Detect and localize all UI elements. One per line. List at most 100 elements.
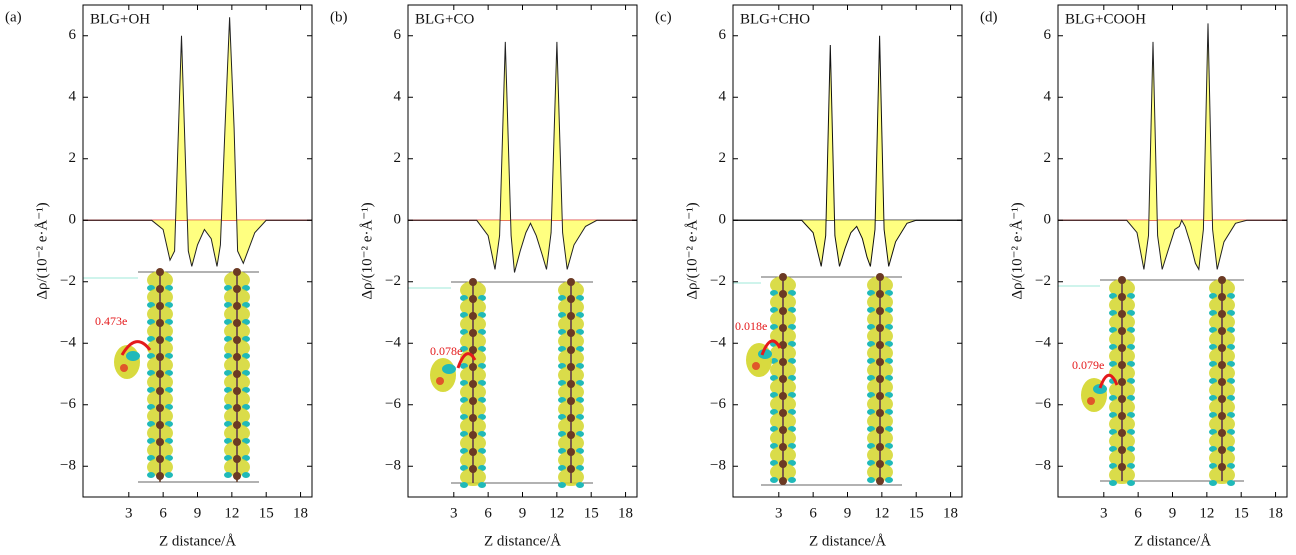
panel-label: (d) [980,9,998,25]
y-tick-label: −4 [385,335,401,351]
y-tick-label: 0 [394,212,402,228]
atom [233,455,241,463]
molecule-atom [1087,397,1095,405]
y-tick-label: −6 [710,396,726,412]
density-lobe [147,472,155,478]
y-tick-label: 4 [1044,89,1052,105]
plot-frame [407,4,638,498]
x-axis-label: Z distance/Å [159,533,236,549]
atom [1218,310,1226,318]
atom [1118,361,1126,369]
annotation: 0.473e [95,314,127,328]
transfer-arrow [456,352,477,369]
density-lobe [576,482,584,488]
y-axis-label: Δρ/(10⁻² e·Å⁻¹) [34,202,50,299]
panel: 0.079e −8 −6 −4 −2 0 2 4 6 3 6 9 12 15 18 (d) BLG+COOH Z … [980,4,1288,549]
x-tick-label: 6 [809,505,817,521]
chart-title: BLG+CO [415,11,474,27]
y-axis-label: Δρ/(10⁻² e·Å⁻¹) [684,202,700,299]
x-tick-label: 15 [1234,505,1249,521]
atom [469,363,477,371]
atom [1118,310,1126,318]
y-tick-label: −4 [710,335,726,351]
atom [1218,378,1226,386]
x-tick-label: 18 [618,505,633,521]
y-tick-label: −6 [1035,396,1051,412]
density-lobe [788,477,796,483]
atom [469,465,477,473]
y-tick-label: 0 [719,212,727,228]
atom [156,370,164,378]
x-tick-label: 3 [450,505,458,521]
atom [156,285,164,293]
curve [1058,23,1287,271]
atom [779,443,787,451]
atom [156,472,164,480]
y-tick-label: 6 [719,27,727,43]
x-tick-label: 6 [484,505,492,521]
y-tick-label: 6 [394,27,402,43]
atom [1218,412,1226,420]
x-tick-label: 9 [1169,505,1177,521]
atom [233,285,241,293]
annotation: 0.079e [1072,358,1104,372]
y-tick-label: 0 [69,212,77,228]
atom [567,346,575,354]
atom [233,404,241,412]
atom [233,472,241,480]
atom [876,307,884,315]
molecule-lobe [442,364,456,374]
atom [156,302,164,310]
atom [1118,293,1126,301]
x-tick-label: 3 [775,505,783,521]
atom [779,358,787,366]
atom [779,477,787,485]
x-tick-label: 3 [125,505,133,521]
atom [567,278,575,286]
y-tick-label: −2 [60,273,76,289]
x-tick-label: 9 [519,505,527,521]
curve [83,17,312,267]
atom [156,268,164,276]
y-tick-label: −4 [1035,335,1051,351]
atom [876,273,884,281]
atom [1118,276,1126,284]
atom [233,302,241,310]
x-tick-label: 12 [874,505,889,521]
area-fill [83,17,312,267]
atom [779,290,787,298]
area-fill [1058,23,1287,270]
atom [1218,429,1226,437]
y-tick-label: 4 [69,89,77,105]
atom [233,268,241,276]
x-axis-label: Z distance/Å [809,533,886,549]
atom [233,353,241,361]
atom [469,312,477,320]
atom [779,409,787,417]
molecule-lobe [746,343,772,377]
atom [567,431,575,439]
y-tick-label: −2 [1035,273,1051,289]
density-lobe [558,482,566,488]
atom [233,387,241,395]
density-lobe [1209,480,1217,486]
x-tick-label: 12 [224,505,239,521]
density-lobe [460,482,468,488]
y-tick-label: 2 [394,150,402,166]
density-lobe [224,472,232,478]
density-lobe [770,477,778,483]
panel-label: (c) [655,9,672,25]
y-tick-label: −8 [1035,458,1051,474]
x-tick-label: 3 [1100,505,1108,521]
atom [1218,395,1226,403]
atom [469,431,477,439]
x-tick-label: 6 [1134,505,1142,521]
panel: 0.018e −8 −6 −4 −2 0 2 4 6 3 6 9 12 15 18 (c) BLG+CHO Z d… [655,4,963,549]
y-tick-label: −8 [60,458,76,474]
atom [156,455,164,463]
y-axis-label: Δρ/(10⁻² e·Å⁻¹) [359,202,375,299]
area-fill [733,35,962,267]
atom [1118,429,1126,437]
atom [233,421,241,429]
